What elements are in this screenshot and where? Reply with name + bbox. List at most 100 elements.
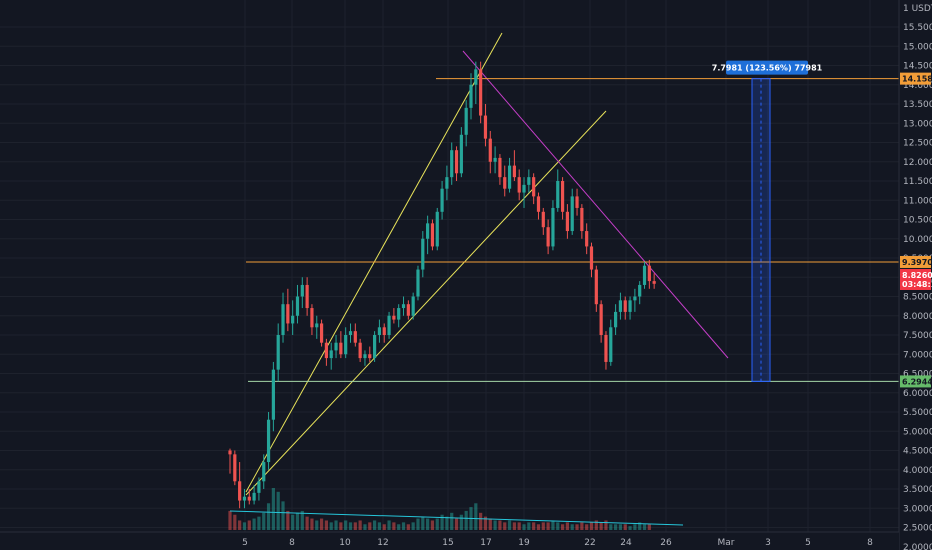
volume-bar <box>387 520 391 530</box>
candle-body <box>339 342 343 355</box>
price-tick-label: 6.0000 <box>903 389 932 399</box>
volume-bar <box>585 524 589 530</box>
candle-body <box>604 335 608 362</box>
volume-bar <box>300 510 304 530</box>
time-tick-label: 22 <box>584 538 595 548</box>
candle-body <box>551 207 555 247</box>
volume-bar <box>450 512 454 530</box>
candle-body <box>638 284 642 297</box>
price-tick-label: 4.5000 <box>903 447 932 457</box>
candle-body <box>295 296 300 316</box>
price-tick-label: 5.5000 <box>903 408 932 418</box>
time-axis-ticks: 5 8 10 12 15 17 19 22 24 26 Mar 3 5 8 <box>242 538 873 548</box>
candle-body <box>580 207 584 232</box>
measure-label-text: 7.7981 (123.56%) 77981 <box>712 64 823 73</box>
time-axis-panel[interactable] <box>0 532 899 550</box>
candle <box>507 157 512 193</box>
volume-bar <box>421 516 425 530</box>
candle-body <box>623 300 627 312</box>
price-tag-text-resistance-mid: 9.3970 <box>902 258 932 267</box>
candle-body <box>392 315 396 320</box>
time-tick-label: 8 <box>867 538 873 548</box>
price-tick-label: 3.0000 <box>903 504 932 514</box>
price-tick-label: 2.5000 <box>903 524 932 534</box>
volume-bar <box>454 518 459 530</box>
candle-body <box>541 211 545 228</box>
volume-bar <box>580 522 584 530</box>
candle-body <box>401 304 406 309</box>
candle-body <box>440 188 444 212</box>
time-tick-label: Mar <box>718 538 735 548</box>
candle <box>247 489 251 505</box>
candle <box>580 204 584 239</box>
volume-bar <box>430 520 435 530</box>
volume-bar <box>344 520 348 530</box>
candle <box>339 331 343 359</box>
candle <box>618 292 623 320</box>
candle-body <box>594 269 598 305</box>
volume-bar <box>305 516 309 530</box>
candle <box>392 308 396 324</box>
time-tick-label: 8 <box>289 538 295 548</box>
price-tag-text-current-price: 8.8260 <box>902 271 932 280</box>
candle <box>382 323 386 343</box>
candle <box>421 231 425 278</box>
price-tick-label: 2.0000 <box>903 543 932 550</box>
volume-bar <box>382 524 386 530</box>
volume-bar <box>363 524 367 530</box>
candle <box>401 296 406 316</box>
volume-bar <box>609 524 613 530</box>
price-tick-label: 7.0000 <box>903 350 932 360</box>
volume-bar <box>527 522 531 530</box>
candle <box>397 304 401 328</box>
candle <box>228 448 232 474</box>
candle-body <box>266 419 271 463</box>
price-tag-text-countdown: 03:48:11 <box>902 280 932 289</box>
measure-label-box <box>726 60 808 75</box>
candle-body <box>387 315 391 335</box>
candle <box>479 61 483 124</box>
candle-body <box>334 342 338 351</box>
candle-body <box>377 327 382 335</box>
candle <box>647 259 651 289</box>
volume-bar <box>339 522 343 530</box>
candle <box>498 154 502 185</box>
volume-bar <box>474 503 478 530</box>
volume-bar <box>623 524 627 530</box>
candle <box>570 188 574 235</box>
candle-body <box>614 311 618 328</box>
candle <box>426 215 430 255</box>
candle-body <box>238 481 242 501</box>
volume-bar <box>310 518 314 530</box>
volume-bar <box>281 501 285 530</box>
volume-bar <box>440 514 444 530</box>
volume-bar <box>426 518 430 530</box>
price-tick-label: 15.5000 <box>903 23 932 33</box>
candle <box>276 323 280 382</box>
price-tick-label: 5.0000 <box>903 427 932 437</box>
candle-body <box>488 138 492 162</box>
candle <box>556 169 560 212</box>
candle <box>589 242 594 278</box>
candle-body <box>599 304 603 335</box>
volume-bars <box>228 488 651 530</box>
candle <box>411 292 415 320</box>
volume-bar <box>319 518 324 530</box>
candle <box>387 311 391 339</box>
volume-bar <box>464 510 468 530</box>
price-tag-text-resistance-top: 14.1588 <box>902 75 932 84</box>
volume-bar <box>633 524 637 530</box>
price-tick-label: 10.5000 <box>903 216 932 226</box>
candle-body <box>609 327 613 362</box>
candle-body <box>353 331 357 343</box>
volume-bar <box>233 514 237 530</box>
time-tick-label: 17 <box>480 538 491 548</box>
downtrend-line <box>462 50 729 359</box>
candle <box>642 261 647 289</box>
candle-body <box>305 284 309 309</box>
candle <box>348 323 353 343</box>
candle-body <box>652 281 656 284</box>
volume-bar <box>353 522 357 530</box>
price-tick-label: 3.5000 <box>903 485 932 495</box>
